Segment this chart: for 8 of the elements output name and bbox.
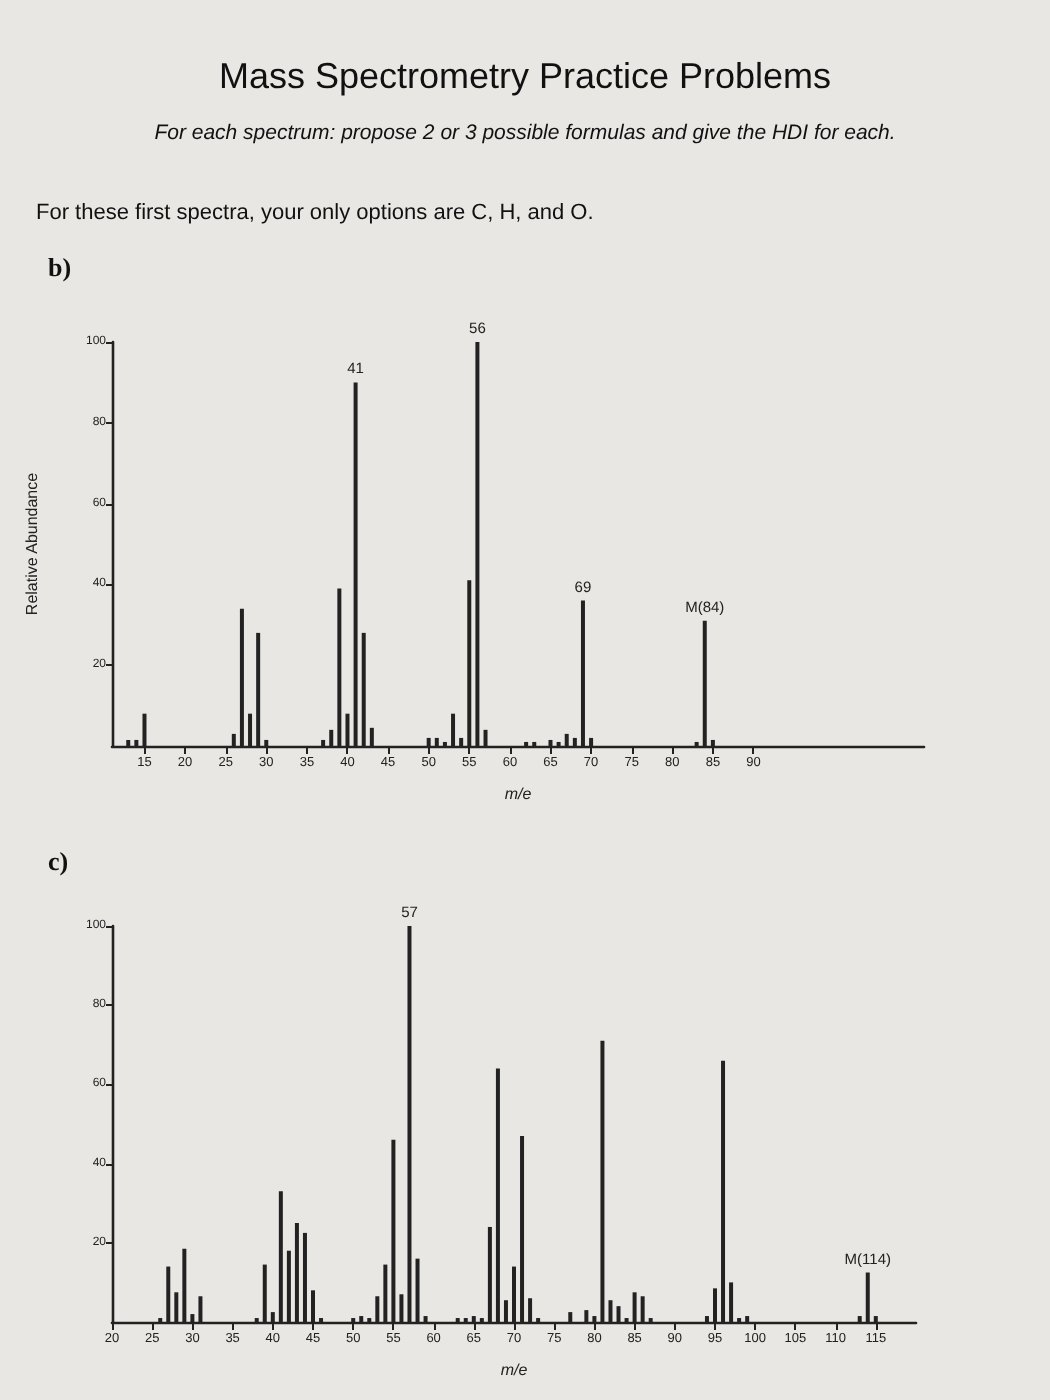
chart-subtitle: For each spectrum: propose 2 or 3 possible formulas and give the HDI for each. <box>154 121 896 145</box>
text: b) <box>48 252 72 282</box>
text: For these first spectra, your only options are C, H, and O. <box>36 201 594 225</box>
text: c) <box>48 846 69 876</box>
y-axis-title: Relative Abundance <box>23 471 41 616</box>
x-axis-title: m/e <box>500 1361 529 1379</box>
x-axis-title: m/e <box>504 785 533 803</box>
chart-title: Mass Spectrometry Practice Problems <box>218 56 832 96</box>
